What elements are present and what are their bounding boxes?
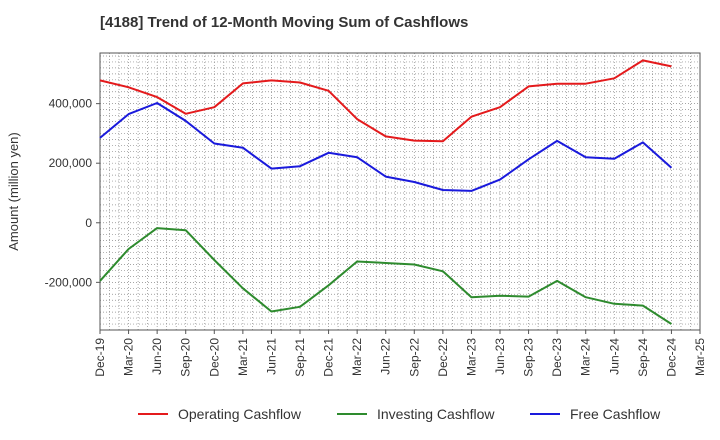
- x-tick-label: Dec-20: [207, 338, 221, 377]
- y-tick-label: 0: [85, 216, 92, 230]
- x-tick-label: Sep-22: [407, 338, 421, 377]
- legend-label-operating-cashflow: Operating Cashflow: [178, 406, 302, 422]
- x-tick-label: Jun-23: [493, 338, 507, 375]
- x-tick-label: Mar-25: [693, 338, 707, 376]
- series-line-free-cashflow: [99, 102, 673, 192]
- x-tick-label: Mar-23: [464, 338, 478, 376]
- y-axis-label: Amount (million yen): [6, 132, 21, 251]
- plot-border: [99, 52, 701, 331]
- x-tick-label: Mar-21: [236, 338, 250, 376]
- x-tick-label: Dec-19: [93, 338, 107, 377]
- x-tick-label: Sep-24: [636, 338, 650, 377]
- x-tick-label: Sep-23: [522, 338, 536, 377]
- x-tick-label: Sep-21: [293, 338, 307, 377]
- y-tick-label: 200,000: [49, 156, 93, 170]
- x-tick-label: Jun-22: [379, 338, 393, 375]
- x-tick-label: Jun-21: [264, 338, 278, 375]
- x-tick-label: Sep-20: [179, 338, 193, 377]
- x-tick-label: Mar-24: [579, 338, 593, 376]
- series-line-investing-cashflow: [99, 227, 672, 325]
- x-tick-label: Dec-21: [322, 338, 336, 377]
- plot-area: [100, 53, 700, 330]
- x-tick-label: Dec-23: [550, 338, 564, 377]
- x-tick-label: Mar-20: [122, 338, 136, 376]
- x-tick-label: Jun-24: [607, 338, 621, 375]
- chart-title: [4188] Trend of 12-Month Moving Sum of C…: [100, 14, 469, 31]
- x-tick-label: Jun-20: [150, 338, 164, 375]
- x-tick-label: Dec-24: [664, 338, 678, 377]
- x-tick-label: Mar-22: [350, 338, 364, 376]
- y-tick-label: -200,000: [45, 275, 93, 289]
- series-line-operating-cashflow: [99, 59, 672, 143]
- x-tick-label: Dec-22: [436, 338, 450, 377]
- legend-label-free-cashflow: Free Cashflow: [570, 406, 661, 422]
- legend-label-investing-cashflow: Investing Cashflow: [377, 406, 495, 422]
- y-tick-label: 400,000: [49, 97, 93, 111]
